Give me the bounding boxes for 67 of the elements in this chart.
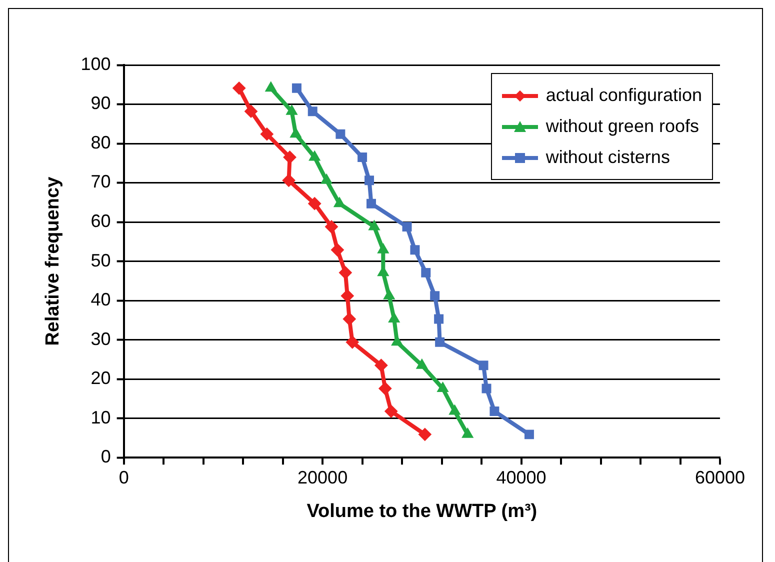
y-tick-label: 20 [90,368,111,388]
y-tick-label: 60 [90,211,111,232]
point [364,176,374,186]
y-tick-label: 40 [90,290,111,310]
point [358,152,368,162]
point [368,220,380,230]
point [384,404,398,418]
point [402,222,412,232]
point [449,404,460,415]
y-axis-title: Relative frequency [42,176,64,346]
point [435,337,445,347]
point [338,266,352,280]
x-tick-label: 40000 [496,467,546,488]
point [283,150,296,164]
y-tick-label: 10 [90,407,111,428]
point [265,82,277,92]
point [308,150,320,161]
point [490,406,500,416]
point [292,83,302,93]
point [378,382,392,396]
point [434,314,444,324]
point [320,174,332,184]
y-tick-label: 90 [90,93,111,114]
point [430,291,440,301]
legend-label: without cisterns [546,147,670,168]
point [478,360,488,370]
point [482,384,492,394]
point [342,312,356,326]
legend-label: without green roofs [546,116,699,137]
point [377,243,389,254]
y-tick-label: 0 [100,446,111,467]
point [388,312,400,323]
point [421,268,431,278]
y-tick-label: 50 [90,250,111,270]
point [336,129,346,139]
point [437,382,448,392]
point [325,220,338,234]
point [330,243,344,256]
y-tick-label: 30 [90,328,111,349]
point [232,82,246,95]
x-axis-title: Volume to the WWTP (m³) [306,500,538,522]
point [282,174,296,187]
x-tick-label: 20000 [298,467,348,488]
y-tick-label: 80 [90,132,111,152]
point [462,428,474,438]
point [244,104,258,118]
point [418,428,432,441]
point [340,289,354,302]
point [410,245,420,255]
point [290,128,302,138]
point [391,336,403,346]
y-tick-label: 100 [80,54,111,74]
point [260,128,274,141]
x-tick-label: 0 [118,467,129,488]
point [416,358,428,369]
point [308,197,322,210]
point [383,289,395,300]
y-tick-label: 70 [90,172,111,192]
point [334,197,346,208]
legend-label: actual configuration [546,85,702,106]
x-tick-label: 60000 [694,467,746,488]
point [524,430,534,440]
point [374,358,388,372]
point [346,336,359,349]
point [286,104,298,115]
point [366,198,376,208]
point [308,106,318,116]
